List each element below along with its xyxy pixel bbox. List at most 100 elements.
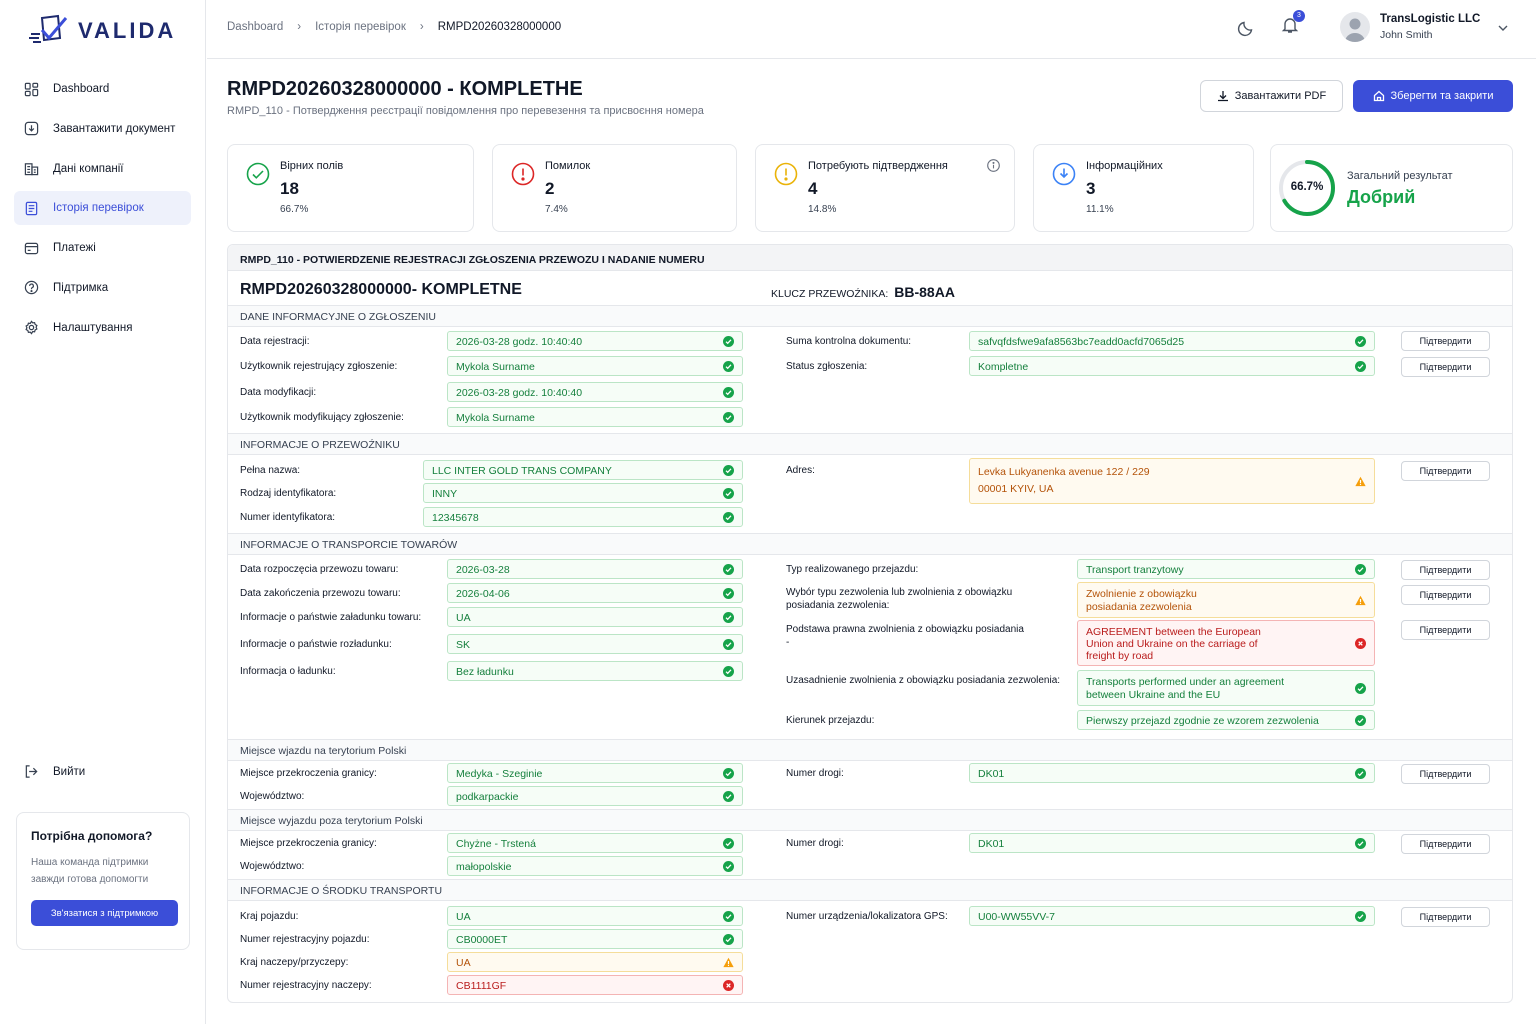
sidebar-item-dashboard[interactable]: Dashboard [14,72,191,106]
confirm-button[interactable]: Підтвердити [1401,461,1490,481]
confirm-button[interactable]: Підтвердити [1401,331,1490,351]
field-label: Kierunek przejazdu: [786,715,875,726]
user-company: TransLogistic LLC [1380,13,1481,25]
field-vehicle-plate[interactable]: CB0000ET [447,929,743,949]
field-id-number[interactable]: 12345678 [423,507,743,527]
field-entry-voivodeship[interactable]: podkarpackie [447,786,743,806]
stat-label: Помилок [545,160,591,172]
sidebar-item-support[interactable]: Підтримка [14,271,191,305]
field-exemption-reason[interactable]: Transports performed under an agreement b… [1077,670,1375,706]
chevron-right-icon: › [297,21,302,33]
field-trailer-country[interactable]: UA [447,952,743,972]
sidebar-item-settings[interactable]: Налаштування [14,311,191,345]
stat-value: 2 [545,179,555,198]
confirm-button[interactable]: Підтвердити [1401,357,1490,377]
field-end-date[interactable]: 2026-04-06 [447,583,743,603]
field-label: Uzasadnienie zwolnienia z obowiązku posi… [786,675,1061,686]
sidebar-item-upload[interactable]: Завантажити документ [14,112,191,146]
logo[interactable]: VALIDA [28,14,176,48]
moon-icon[interactable] [1237,19,1255,37]
logout-button[interactable]: Вийти [24,764,85,779]
confirm-button[interactable]: Підтвердити [1401,907,1490,927]
field-value: Levka Lukyanenka avenue 122 / 229 [978,466,1150,478]
field-exit-crossing[interactable]: Chyżne - Trstená [447,833,743,853]
field-entry-road[interactable]: DK01 [969,763,1375,783]
warning-icon [1355,595,1366,606]
field-value: Medyka - Szeginie [456,768,543,780]
confirm-button[interactable]: Підтвердити [1401,764,1490,784]
page-subtitle: RMPD_110 - Потвердження реєстрації повід… [227,105,704,117]
field-transit-type[interactable]: Transport tranzytowy [1077,559,1375,579]
field-label-line: Wybór typu zezwolenia lub zwolnienia z o… [786,587,1013,598]
field-checksum[interactable]: safvqfdsfwe9afa8563bc7eadd0acfd7065d25 [969,331,1375,351]
stat-label: Вірних полів [280,160,344,172]
field-cargo[interactable]: Bez ładunku [447,661,743,681]
check-circle-icon [246,162,270,186]
building-icon [24,163,39,176]
sidebar-item-company[interactable]: Дані компанії [14,152,191,186]
field-address[interactable]: Levka Lukyanenka avenue 122 / 229 00001 K… [969,458,1375,504]
check-icon [723,837,734,849]
field-label: Suma kontrolna dokumentu: [786,336,912,347]
field-loading-country[interactable]: UA [447,607,743,627]
page-title: RMPD20260328000000 - КОМPLЕТНЕ [227,78,583,100]
field-start-date[interactable]: 2026-03-28 [447,559,743,579]
wallet-icon [24,242,39,254]
check-icon [1355,837,1366,849]
field-full-name[interactable]: LLC INTER GOLD TRANS COMPANY [423,460,743,480]
check-icon [723,790,734,802]
confirm-button[interactable]: Підтвердити [1401,620,1490,640]
info-icon[interactable] [987,159,1000,172]
field-label: Rodzaj identyfikatora: [240,488,337,499]
field-entry-crossing[interactable]: Medyka - Szeginie [447,763,743,783]
field-direction[interactable]: Pierwszy przejazd zgodnie ze wzorem zezw… [1077,710,1375,730]
field-value: 2026-03-28 [456,564,510,576]
field-exit-voivodeship[interactable]: małopolskie [447,856,743,876]
confirm-button[interactable]: Підтвердити [1401,834,1490,854]
field-unloading-country[interactable]: SK [447,634,743,654]
sidebar-item-history[interactable]: Історія перевірок [14,191,191,226]
field-label: Numer drogi: [786,838,844,849]
notifications-button[interactable]: 3 [1281,10,1305,39]
sidebar-item-label: Історія перевірок [53,202,144,215]
download-pdf-button[interactable]: Завантажити PDF [1200,80,1343,112]
field-id-type[interactable]: INNY [423,483,743,503]
field-label: Wybór typu zezwolenia lub zwolnienia z o… [786,586,1012,612]
field-label: Adres: [786,465,815,476]
field-label: Data rejestracji: [240,336,310,347]
field-modification-date[interactable]: 2026-03-28 godz. 10:40:40 [447,382,743,402]
sidebar-item-payments[interactable]: Платежі [14,231,191,265]
warning-icon [1355,476,1366,487]
user-menu[interactable]: TransLogistic LLC John Smith [1340,12,1480,42]
progress-ring [1279,160,1335,216]
breadcrumb-dashboard[interactable]: Dashboard [227,21,284,33]
confirm-button[interactable]: Підтвердити [1401,560,1490,580]
help-text-line: завжди готова допомогти [31,874,149,885]
field-registering-user[interactable]: Mykola Surname [447,356,743,376]
field-gps-device[interactable]: U00-WW55VV-7 [969,906,1375,926]
chevron-down-icon[interactable] [1497,22,1509,34]
error-circle-icon [511,162,535,186]
contact-support-button[interactable]: Зв'язатися з підтримкою [31,900,178,926]
field-vehicle-country[interactable]: UA [447,906,743,926]
save-close-button[interactable]: Зберегти та закрити [1353,80,1513,112]
stat-percent: 66.7% [280,204,309,215]
check-icon [723,587,734,599]
field-legal-basis[interactable]: AGREEMENT between the European Union and … [1077,620,1375,666]
help-card: Потрібна допомога? Наша команда підтримк… [16,812,190,950]
document-form: RMPD_110 - POTWIERDZENIE REJESTRACJI ZGŁ… [227,244,1513,1003]
field-exit-road[interactable]: DK01 [969,833,1375,853]
confirm-button[interactable]: Підтвердити [1401,585,1490,605]
field-permit-type[interactable]: Zwolnienie z obowiązku posiadania zezwole… [1077,582,1375,618]
field-value: 00001 KYIV, UA [978,483,1054,495]
field-trailer-plate[interactable]: CB1111GF [447,975,743,995]
field-value: 2026-03-28 godz. 10:40:40 [456,336,583,348]
field-registration-date[interactable]: 2026-03-28 godz. 10:40:40 [447,331,743,351]
stat-card-confirm: Потребують підтвердження 4 14.8% [755,144,1015,232]
sidebar-item-label: Дані компанії [53,162,124,175]
stat-value: 4 [808,179,818,198]
breadcrumb-history[interactable]: Історія перевірок [315,21,406,33]
field-status[interactable]: Kompletne [969,356,1375,376]
stat-card-errors: Помилок 2 7.4% [492,144,737,232]
field-modifying-user[interactable]: Mykola Surname [447,407,743,427]
